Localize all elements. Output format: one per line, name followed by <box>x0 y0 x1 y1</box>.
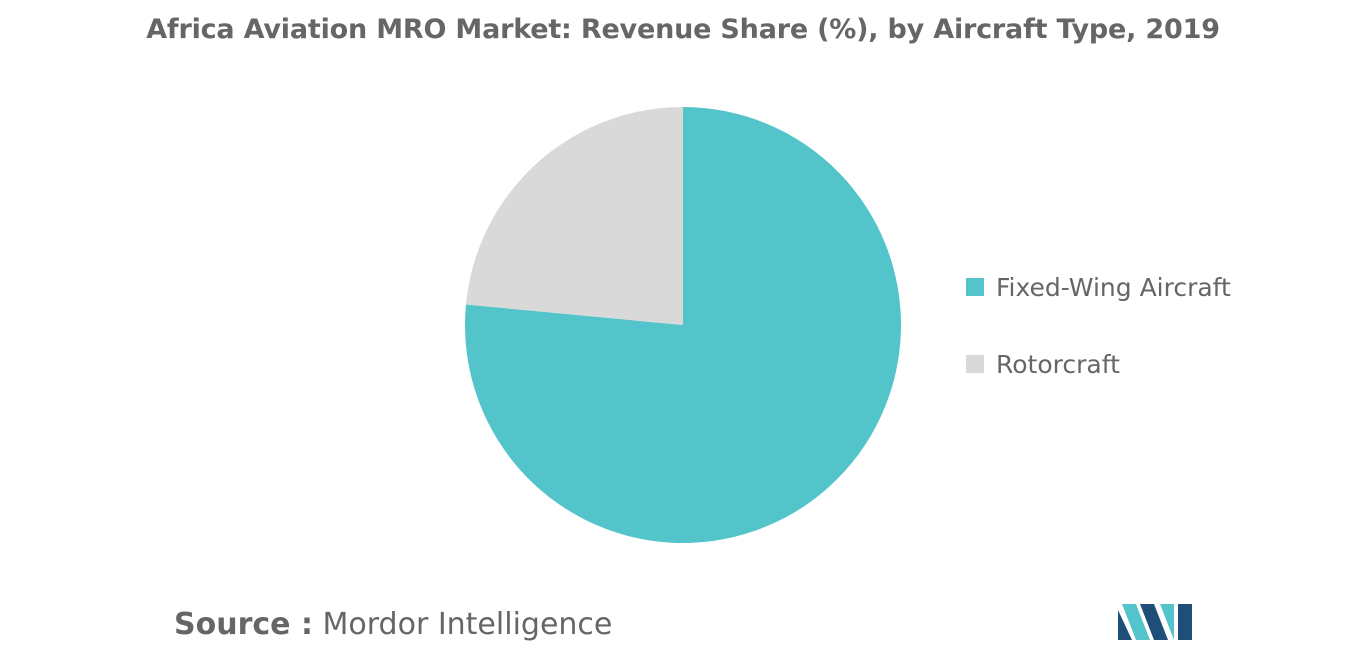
legend-label-rotorcraft: Rotorcraft <box>996 349 1120 379</box>
pie-slice-fixed-wing-aircraft <box>465 107 901 544</box>
source-separator: : <box>290 607 313 642</box>
pie-slice-rotorcraft <box>465 107 683 325</box>
legend-item-rotorcraft: Rotorcraft <box>966 347 1231 381</box>
source-value: Mordor Intelligence <box>322 607 613 642</box>
source-note: Source : Mordor Intelligence <box>174 607 612 642</box>
chart-title: Africa Aviation MRO Market: Revenue Shar… <box>146 14 1220 45</box>
legend-swatch-fixed-wing <box>966 278 984 296</box>
legend-label-fixed-wing: Fixed-Wing Aircraft <box>996 272 1231 302</box>
chart-legend: Fixed-Wing Aircraft Rotorcraft <box>966 270 1231 424</box>
legend-swatch-rotorcraft <box>966 355 984 373</box>
source-key: Source <box>174 607 291 642</box>
pie-slices <box>465 107 901 544</box>
mordor-intelligence-logo <box>1118 604 1192 640</box>
legend-item-fixed-wing: Fixed-Wing Aircraft <box>966 270 1231 304</box>
